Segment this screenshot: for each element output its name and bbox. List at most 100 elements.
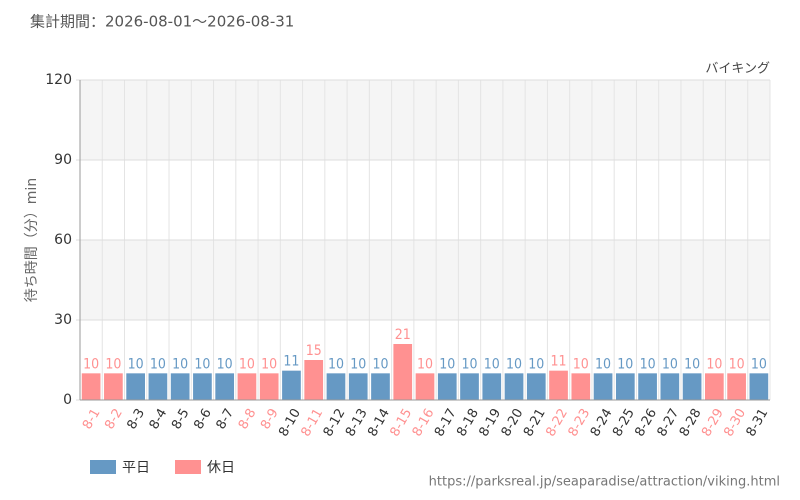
legend-label: 平日 bbox=[122, 460, 150, 476]
legend-swatch bbox=[175, 460, 201, 474]
bar bbox=[326, 373, 346, 400]
bar bbox=[749, 373, 769, 400]
bar bbox=[549, 370, 568, 400]
bar bbox=[638, 373, 657, 400]
plot-band bbox=[80, 80, 770, 160]
value-label: 10 bbox=[706, 356, 722, 372]
value-label: 10 bbox=[105, 356, 121, 372]
bar bbox=[504, 373, 524, 400]
x-tick-label: 8-20 bbox=[499, 406, 527, 439]
value-label: 10 bbox=[484, 356, 500, 372]
bar bbox=[237, 373, 257, 400]
value-label: 10 bbox=[595, 356, 611, 372]
value-label: 10 bbox=[239, 356, 255, 372]
x-tick-label: 8-19 bbox=[477, 406, 505, 439]
bar bbox=[126, 373, 145, 400]
x-tick-label: 8-8 bbox=[236, 406, 260, 432]
legend-label: 休日 bbox=[207, 460, 235, 476]
x-tick-label: 8-10 bbox=[276, 406, 304, 439]
value-label: 10 bbox=[617, 356, 633, 372]
bar bbox=[215, 373, 235, 400]
x-tick-label: 8-21 bbox=[521, 406, 549, 439]
value-label: 10 bbox=[729, 356, 745, 372]
y-tick-label: 0 bbox=[63, 392, 72, 408]
x-tick-label: 8-26 bbox=[632, 406, 660, 439]
bar bbox=[705, 373, 724, 400]
bar bbox=[660, 373, 680, 400]
bar bbox=[348, 373, 368, 400]
value-label: 10 bbox=[172, 356, 188, 372]
bar bbox=[259, 373, 279, 400]
x-tick-label: 8-29 bbox=[699, 406, 727, 439]
x-tick-label: 8-18 bbox=[454, 406, 482, 439]
bar bbox=[682, 373, 702, 400]
x-tick-label: 8-14 bbox=[365, 406, 393, 439]
x-tick-label: 8-28 bbox=[677, 406, 705, 439]
annotation: バイキング bbox=[705, 62, 770, 77]
x-tick-label: 8-7 bbox=[214, 406, 238, 432]
source: https://parksreal.jp/seaparadise/attract… bbox=[429, 475, 780, 490]
value-label: 10 bbox=[350, 356, 366, 372]
value-label: 10 bbox=[662, 356, 678, 372]
x-tick-label: 8-12 bbox=[321, 406, 349, 439]
value-label: 11 bbox=[283, 354, 299, 370]
x-tick-label: 8-25 bbox=[610, 406, 638, 439]
value-label: 21 bbox=[395, 327, 411, 343]
bar bbox=[81, 373, 101, 400]
x-tick-label: 8-30 bbox=[721, 406, 749, 439]
value-label: 10 bbox=[128, 356, 144, 372]
y-tick-label: 30 bbox=[54, 312, 72, 328]
bar bbox=[437, 373, 457, 400]
value-label: 10 bbox=[751, 356, 767, 372]
bar bbox=[104, 373, 123, 400]
x-tick-label: 8-16 bbox=[410, 406, 438, 439]
bar bbox=[593, 373, 613, 400]
bar bbox=[282, 370, 301, 400]
value-label: 10 bbox=[217, 356, 233, 372]
bar bbox=[615, 373, 635, 400]
value-label: 10 bbox=[462, 356, 478, 372]
x-tick-label: 8-27 bbox=[655, 406, 683, 439]
x-tick-label: 8-2 bbox=[102, 406, 126, 432]
value-label: 11 bbox=[551, 354, 567, 370]
bar bbox=[148, 373, 168, 400]
x-tick-label: 8-17 bbox=[432, 406, 460, 439]
x-tick-label: 8-3 bbox=[125, 406, 149, 432]
value-label: 10 bbox=[261, 356, 277, 372]
bar bbox=[460, 373, 479, 400]
x-tick-label: 8-22 bbox=[543, 406, 571, 439]
value-label: 10 bbox=[573, 356, 589, 372]
y-tick-label: 120 bbox=[45, 72, 72, 88]
bar bbox=[304, 360, 324, 400]
value-label: 10 bbox=[640, 356, 656, 372]
x-tick-label: 8-23 bbox=[566, 406, 594, 439]
x-tick-label: 8-11 bbox=[298, 406, 326, 439]
x-tick-label: 8-5 bbox=[169, 406, 193, 432]
bar bbox=[571, 373, 591, 400]
bar bbox=[170, 373, 190, 400]
x-tick-label: 8-24 bbox=[588, 406, 616, 439]
y-tick-label: 60 bbox=[54, 232, 72, 248]
bar bbox=[482, 373, 502, 400]
y-tick-label: 90 bbox=[54, 152, 72, 168]
value-label: 10 bbox=[194, 356, 210, 372]
plot-band bbox=[80, 240, 770, 320]
value-label: 10 bbox=[328, 356, 344, 372]
x-tick-label: 8-6 bbox=[191, 406, 215, 432]
value-label: 10 bbox=[83, 356, 99, 372]
x-tick-label: 8-31 bbox=[744, 406, 772, 439]
value-label: 15 bbox=[306, 343, 322, 359]
value-label: 10 bbox=[684, 356, 700, 372]
bar bbox=[727, 373, 746, 400]
x-tick-label: 8-15 bbox=[387, 406, 415, 439]
value-label: 10 bbox=[150, 356, 166, 372]
x-tick-label: 8-4 bbox=[147, 406, 171, 432]
value-label: 10 bbox=[372, 356, 388, 372]
legend-swatch bbox=[90, 460, 116, 474]
value-label: 10 bbox=[506, 356, 522, 372]
chart-title: 集計期間：2026-08-01～2026-08-31 bbox=[30, 13, 294, 31]
bar bbox=[371, 373, 390, 400]
bar bbox=[526, 373, 546, 400]
bar bbox=[415, 373, 435, 400]
